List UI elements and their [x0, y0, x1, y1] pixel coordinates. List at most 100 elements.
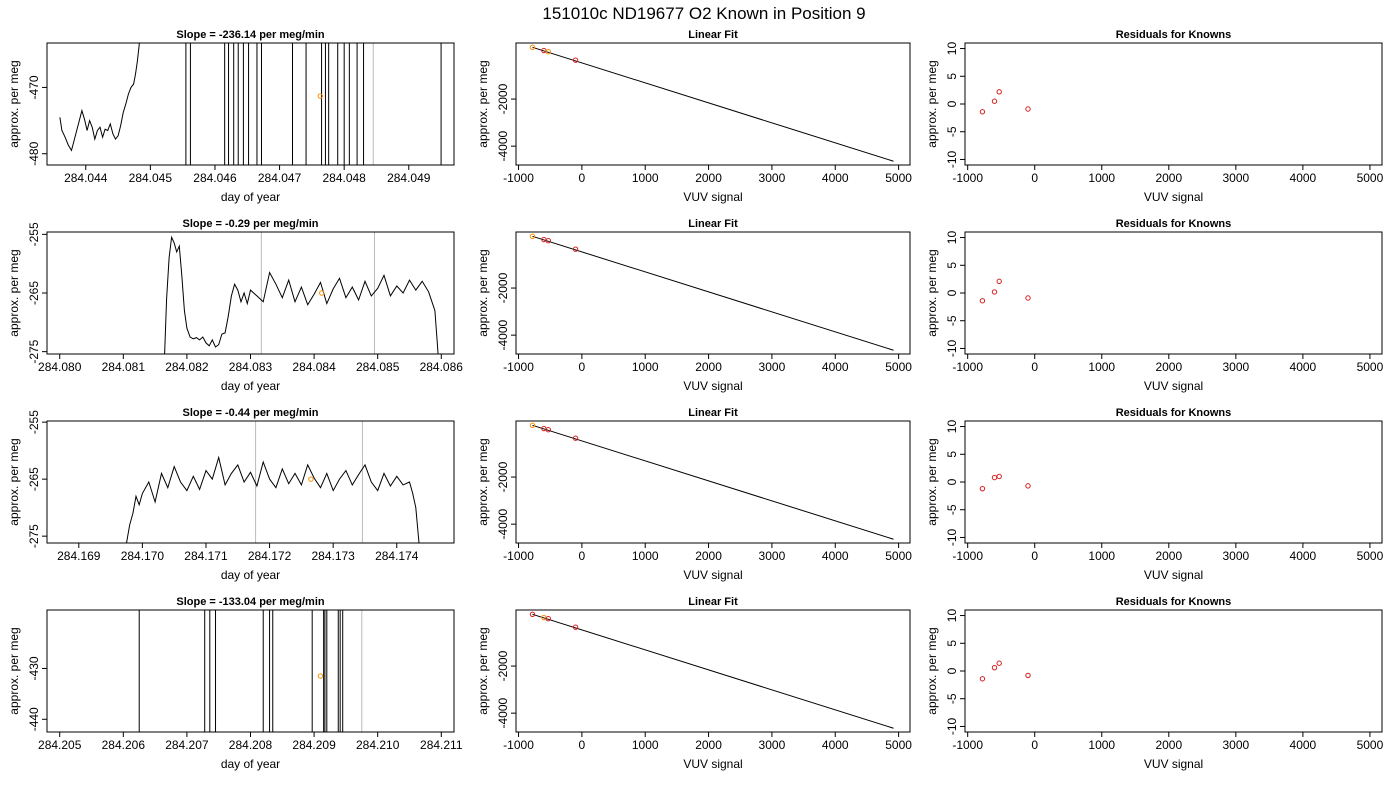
x-tick-label: -1000 [952, 549, 983, 563]
x-tick-label: 3000 [759, 549, 786, 563]
x-tick-label: 4000 [1290, 738, 1317, 752]
x-tick-label: 284.211 [420, 738, 463, 752]
data-point [1025, 672, 1031, 679]
data-point [572, 435, 579, 441]
data-point [979, 485, 986, 492]
y-tick-label: -5 [945, 315, 959, 326]
x-tick-label: 1000 [632, 360, 659, 374]
marker-point [317, 93, 323, 99]
x-tick-label: 284.049 [387, 171, 431, 185]
data-point [996, 278, 1002, 285]
x-tick-label: 284.205 [38, 738, 82, 752]
x-tick-label: 284.210 [356, 738, 400, 752]
data-point [1025, 483, 1031, 489]
x-tick-label: 5000 [1357, 549, 1384, 563]
x-tick-label: 3000 [1222, 171, 1249, 185]
plot-frame [515, 609, 911, 733]
panel-4-2: -1000 0 1000 2000 3000 4000 5000 -4000 -2000 Line… [476, 596, 912, 771]
x-tick-label: 284.170 [121, 549, 165, 563]
plot-frame [515, 420, 911, 544]
x-tick-label: 284.172 [248, 549, 292, 563]
panel-title: Residuals for Knowns [1116, 596, 1232, 608]
plot-frame [964, 42, 1383, 166]
marker-point [308, 476, 314, 482]
x-tick-label: 1000 [1088, 549, 1115, 563]
x-tick-label: 284.085 [356, 360, 400, 374]
panel-title: Residuals for Knowns [1116, 218, 1232, 230]
x-tick-label: 3000 [759, 171, 786, 185]
data-point [545, 238, 552, 244]
panel-1-1: 284.044 284.045 284.046 284.047 284.048 284.0… [7, 29, 455, 204]
y-axis-label: approx. per meg [476, 438, 490, 525]
series-line [126, 455, 420, 543]
x-tick-label: 0 [579, 360, 586, 374]
x-tick-label: 2000 [695, 549, 722, 563]
x-tick-label: 284.084 [292, 360, 336, 374]
data-point [991, 664, 998, 671]
x-tick-label: 2000 [695, 738, 722, 752]
y-axis-label: approx. per meg [925, 249, 939, 336]
data-point [529, 233, 536, 239]
x-tick-label: 1000 [632, 171, 659, 185]
x-tick-label: -1000 [952, 738, 983, 752]
y-tick-label: -5 [945, 504, 959, 515]
plot-frame [515, 231, 911, 355]
y-axis-label: approx. per meg [925, 627, 939, 714]
x-tick-label: 5000 [885, 171, 912, 185]
panel-title: Linear Fit [688, 596, 738, 608]
panel-2-3: -1000 0 1000 2000 3000 4000 5000 -10 -5 0 5 10 Resid… [925, 218, 1384, 393]
plot-area [529, 611, 894, 729]
x-tick-label: 1000 [632, 549, 659, 563]
data-point [991, 474, 998, 481]
x-axis-label: day of year [221, 190, 280, 204]
panel-title: Linear Fit [688, 29, 738, 41]
x-tick-label: 1000 [632, 738, 659, 752]
data-point [991, 289, 998, 295]
x-tick-label: 5000 [1357, 360, 1384, 374]
data-point [996, 89, 1002, 95]
plot-frame [46, 609, 455, 733]
data-point [529, 44, 536, 50]
panel-title: Linear Fit [688, 218, 738, 230]
plot-area [979, 473, 1031, 492]
series-line [59, 43, 140, 152]
y-axis-label: approx. per meg [7, 60, 21, 147]
x-axis-label: VUV signal [683, 379, 742, 393]
x-tick-label: 2000 [695, 171, 722, 185]
x-tick-label: 3000 [759, 360, 786, 374]
panel-3-2: -1000 0 1000 2000 3000 4000 5000 -4000 -2000 Line… [476, 407, 912, 582]
data-point [979, 298, 986, 304]
panel-2-1: 284.080 284.081 284.082 284.083 284.084 284.0… [7, 218, 463, 393]
x-tick-label: 2000 [1155, 171, 1182, 185]
x-tick-label: 5000 [885, 549, 912, 563]
y-axis-label: approx. per meg [925, 438, 939, 525]
fit-line [532, 46, 894, 162]
x-tick-label: 4000 [1290, 360, 1317, 374]
plot-frame [46, 231, 455, 355]
fit-line [532, 235, 894, 351]
y-tick-label: 10 [945, 609, 959, 623]
y-tick-label: -265 [27, 281, 41, 305]
x-axis-label: VUV signal [683, 757, 742, 771]
data-point [572, 246, 579, 252]
y-tick-label: -275 [27, 339, 41, 363]
panel-3-1: 284.169 284.170 284.171 284.172 284.173 284.1… [7, 407, 455, 582]
plot-area [979, 660, 1031, 682]
x-tick-label: 4000 [822, 171, 849, 185]
x-tick-label: 284.206 [102, 738, 146, 752]
x-tick-label: 284.083 [229, 360, 273, 374]
y-tick-label: -480 [27, 141, 41, 165]
marker-point [319, 290, 325, 296]
data-point [572, 624, 579, 630]
x-tick-label: 0 [1031, 360, 1038, 374]
panel-title: Residuals for Knowns [1116, 407, 1232, 419]
y-tick-label: 5 [945, 73, 959, 80]
x-axis-label: VUV signal [1144, 757, 1203, 771]
x-tick-label: -1000 [503, 360, 534, 374]
x-tick-label: 284.169 [57, 549, 101, 563]
x-tick-label: 284.209 [292, 738, 336, 752]
y-tick-label: -440 [27, 707, 41, 731]
series-line [164, 235, 439, 354]
x-tick-label: 284.171 [184, 549, 228, 563]
x-tick-label: 3000 [1222, 360, 1249, 374]
